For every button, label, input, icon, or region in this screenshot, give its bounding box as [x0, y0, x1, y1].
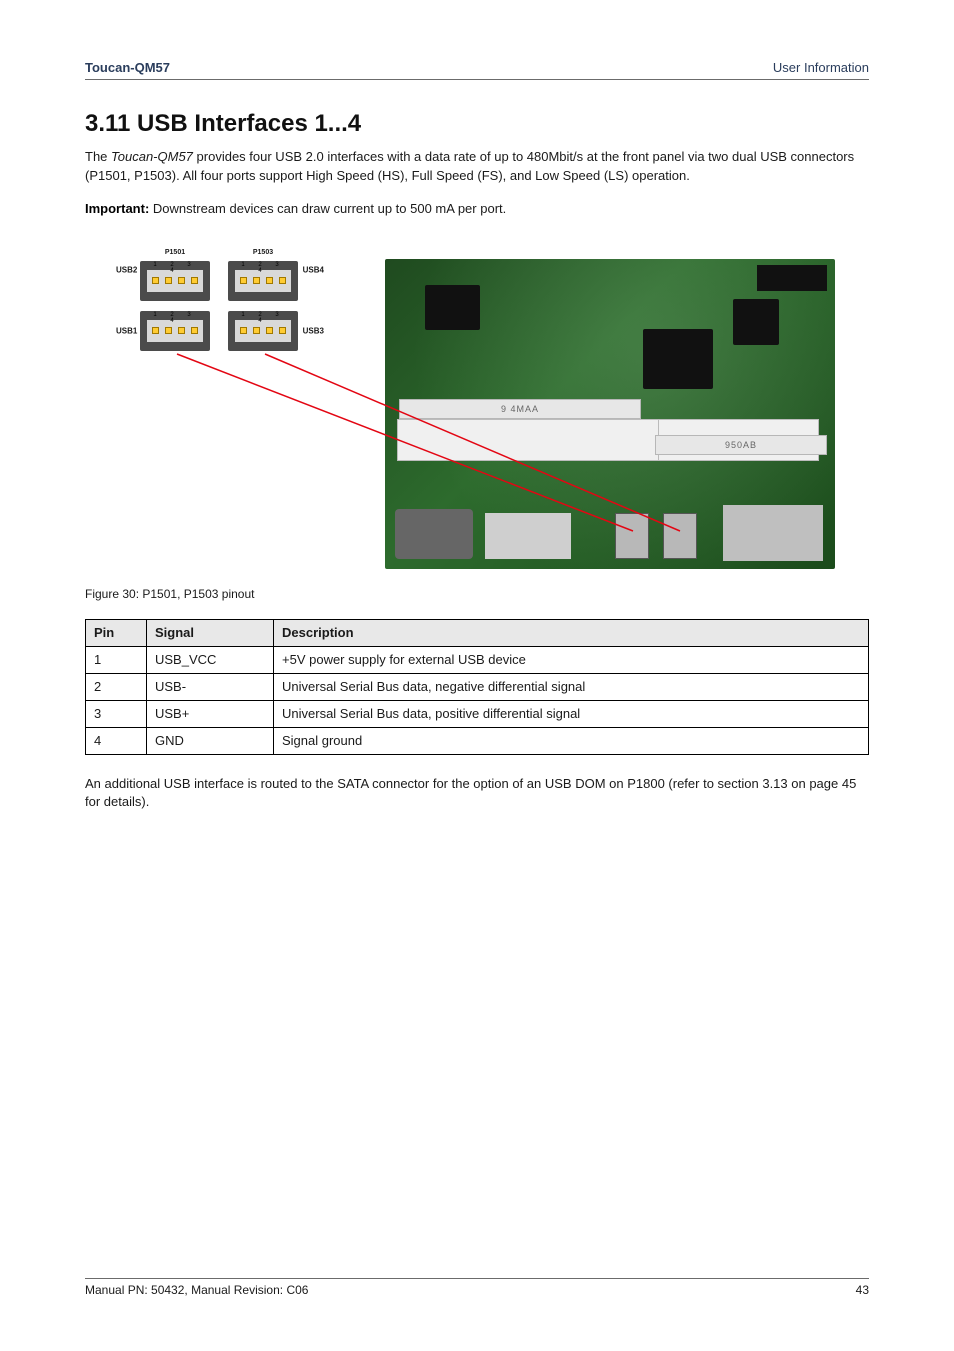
port-dsub: [395, 509, 473, 559]
important-label: Important:: [85, 201, 149, 216]
p1501-body2: [140, 311, 210, 351]
th-pin: Pin: [86, 619, 147, 646]
important-note: Important: Downstream devices can draw c…: [85, 200, 869, 219]
cell-desc: +5V power supply for external USB device: [274, 646, 869, 673]
figure-container: P1501 USB2 USB1 P1503 USB4: [85, 249, 869, 579]
table-row: 4 GND Signal ground: [86, 727, 869, 754]
power-connector: [757, 265, 827, 291]
table-header-row: Pin Signal Description: [86, 619, 869, 646]
cell-sig: USB_VCC: [147, 646, 274, 673]
usb3-label: USB3: [303, 326, 324, 335]
pinout-table: Pin Signal Description 1 USB_VCC +5V pow…: [85, 619, 869, 755]
board-photo: [385, 259, 835, 569]
chip-1: [425, 285, 480, 330]
header-product: Toucan-QM57: [85, 60, 170, 75]
p1503-face-top: [235, 270, 291, 292]
conn-p1501: P1501 USB2: [140, 259, 210, 303]
footer-left: Manual PN: 50432, Manual Revision: C06: [85, 1283, 308, 1297]
p1501-face-bot: [147, 320, 203, 342]
intro-paragraph: The Toucan-QM57 provides four USB 2.0 in…: [85, 148, 869, 186]
product-name-inline: Toucan-QM57: [111, 149, 193, 164]
chip-2: [643, 329, 713, 389]
p1503-body: [228, 261, 298, 301]
footer-right: 43: [856, 1283, 869, 1297]
usb-port-right: [663, 513, 697, 559]
cell-pin: 1: [86, 646, 147, 673]
table-row: 3 USB+ Universal Serial Bus data, positi…: [86, 700, 869, 727]
usb-port-left: [615, 513, 649, 559]
usb4-label: USB4: [303, 265, 324, 274]
cell-desc: Signal ground: [274, 727, 869, 754]
cell-pin: 4: [86, 727, 147, 754]
cell-sig: GND: [147, 727, 274, 754]
intro-remainder: provides four USB 2.0 interfaces with a …: [85, 149, 854, 183]
cell-pin: 3: [86, 700, 147, 727]
th-signal: Signal: [147, 619, 274, 646]
page-footer: Manual PN: 50432, Manual Revision: C06 4…: [85, 1278, 869, 1297]
usb1-label: USB1: [116, 326, 137, 335]
section-title: 3.11 USB Interfaces 1...4: [85, 110, 869, 138]
cell-sig: USB+: [147, 700, 274, 727]
cell-sig: USB-: [147, 673, 274, 700]
th-desc: Description: [274, 619, 869, 646]
important-text: Downstream devices can draw current up t…: [153, 201, 506, 216]
p1503-title: P1503: [228, 249, 298, 256]
chip-3: [733, 299, 779, 345]
p1501-face-top: [147, 270, 203, 292]
usb2-label: USB2: [116, 265, 137, 274]
figure-caption: Figure 30: P1501, P1503 pinout: [85, 587, 869, 601]
header-section: User Information: [773, 60, 869, 75]
page-header: Toucan-QM57 User Information: [85, 60, 869, 80]
cell-pin: 2: [86, 673, 147, 700]
table-row: 2 USB- Universal Serial Bus data, negati…: [86, 673, 869, 700]
conn-p1503: P1503 USB4: [228, 259, 298, 303]
conn-p1503b: USB3: [228, 309, 298, 353]
note-paragraph: An additional USB interface is routed to…: [85, 775, 869, 813]
port-dvi: [485, 513, 571, 559]
connector-diagram: P1501 USB2 USB1 P1503 USB4: [140, 259, 340, 379]
table-row: 1 USB_VCC +5V power supply for external …: [86, 646, 869, 673]
port-lan: [723, 505, 823, 561]
p1501-title: P1501: [140, 249, 210, 256]
page: Toucan-QM57 User Information 3.11 USB In…: [0, 0, 954, 1351]
p1501-body: [140, 261, 210, 301]
conn-p1501b: USB1: [140, 309, 210, 353]
p1503-face-bot: [235, 320, 291, 342]
p1503-body2: [228, 311, 298, 351]
cell-desc: Universal Serial Bus data, negative diff…: [274, 673, 869, 700]
cell-desc: Universal Serial Bus data, positive diff…: [274, 700, 869, 727]
slot-top: [399, 399, 641, 419]
slot-right: [655, 435, 827, 455]
